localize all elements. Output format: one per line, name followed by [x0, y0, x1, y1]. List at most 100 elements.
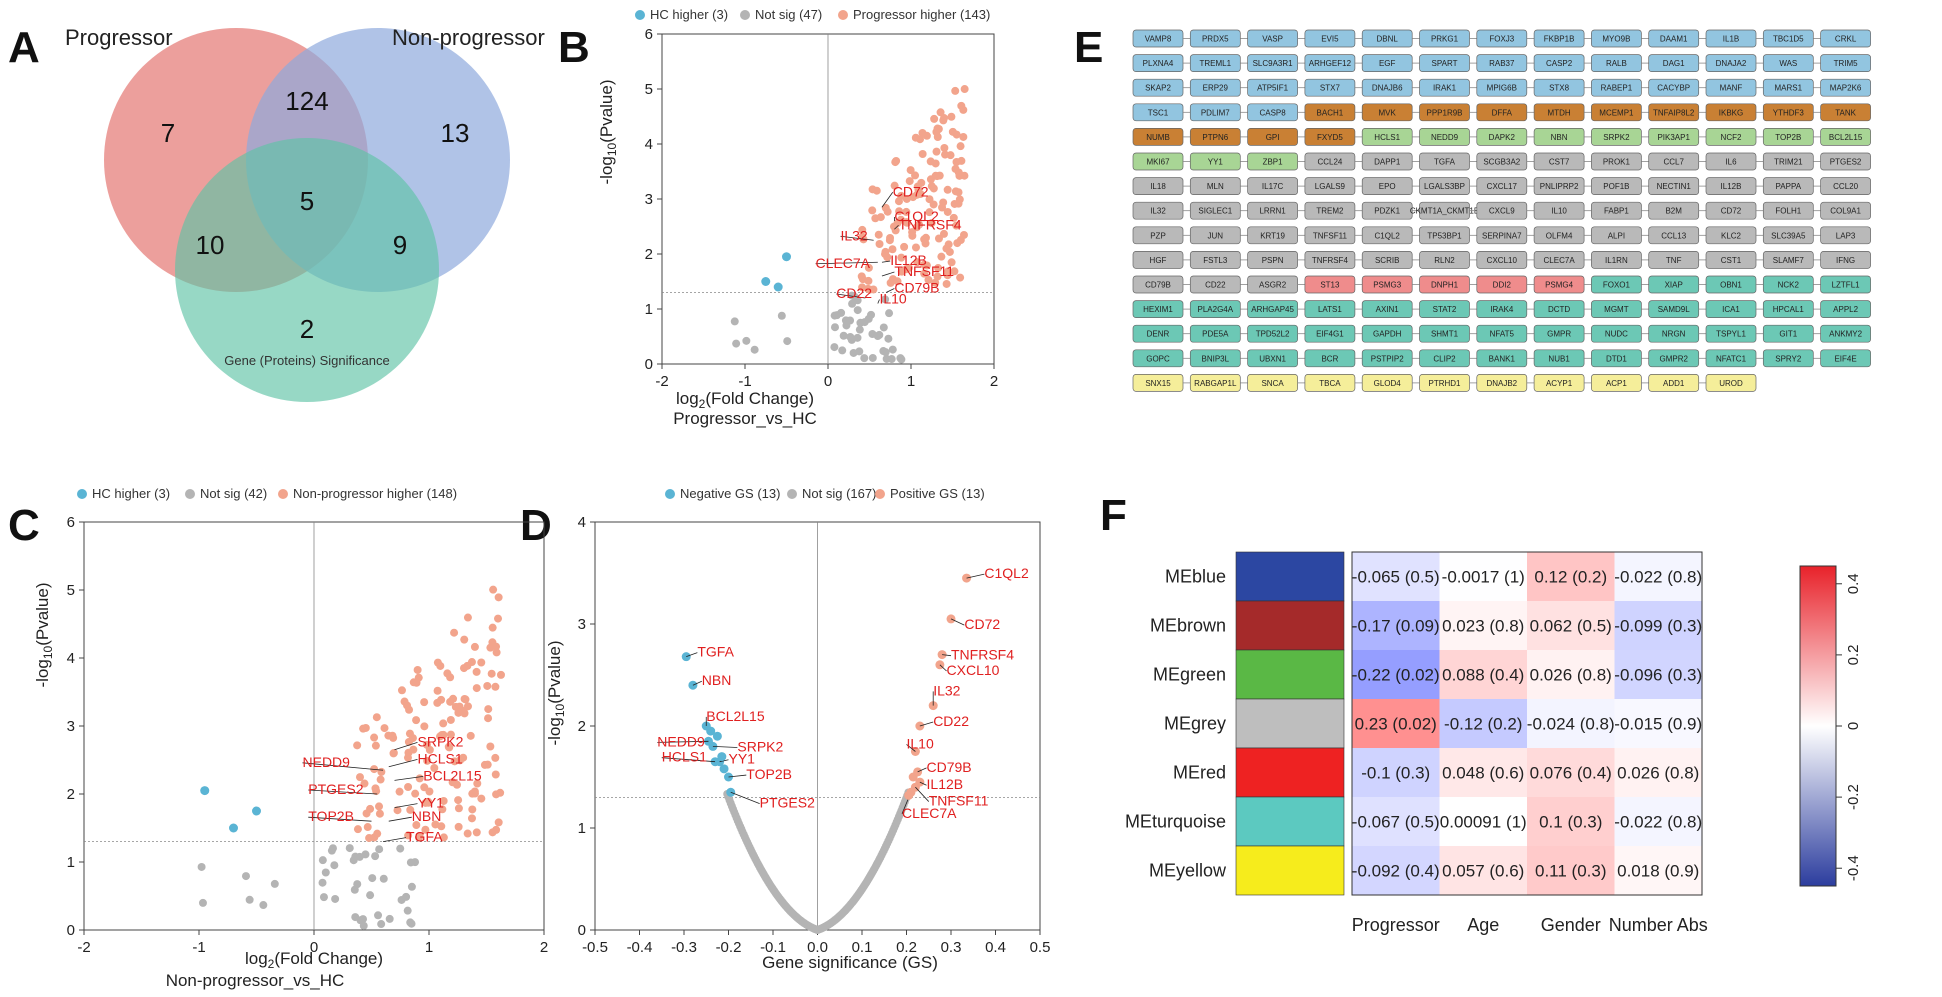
- gene-node-label: HCLS1: [1374, 133, 1400, 142]
- d-gene-label: SRPK2: [737, 739, 783, 755]
- c-point-up: [467, 814, 476, 823]
- gene-node-label: CRKL: [1835, 35, 1857, 44]
- legend-d-notsig-dot: [787, 489, 797, 499]
- c-gene-label: BCL2L15: [423, 767, 482, 783]
- heatmap-cell-label: 0.23 (0.02): [1355, 715, 1437, 734]
- gene-node-label: POF1B: [1603, 182, 1629, 191]
- b-point-up: [905, 177, 914, 186]
- legend-c-hc-dot: [77, 489, 87, 499]
- b-label-leader: [815, 261, 878, 265]
- c-ytick-label: 1: [67, 854, 75, 871]
- gene-node-label: ICA1: [1722, 305, 1740, 314]
- heatmap-row-label: MEyellow: [1149, 861, 1227, 881]
- heatmap-cell: [1439, 797, 1527, 846]
- legend-d-notsig: Not sig (167): [802, 486, 876, 501]
- gene-node-label: ALPI: [1608, 231, 1625, 240]
- gene-node: [1820, 349, 1871, 368]
- b-gene-label: TNFRSF4: [899, 216, 962, 232]
- b-label-leader: [881, 260, 891, 263]
- heatmap-cell-label: 0.00091 (1): [1440, 813, 1527, 832]
- c-point-up: [454, 796, 463, 805]
- heatmap-cell-label: 0.026 (0.8): [1617, 764, 1699, 783]
- c-point-hc: [252, 806, 261, 816]
- gene-node-label: DTD1: [1606, 354, 1627, 363]
- gene-node-label: STAT2: [1433, 305, 1457, 314]
- c-point-up: [488, 828, 497, 837]
- xlabel2-b: Progressor_vs_HC: [673, 409, 817, 428]
- gene-node-label: CKMT1A_CKMT1B: [1410, 207, 1479, 216]
- b-point-up: [960, 85, 969, 94]
- d-point-negative: [719, 764, 729, 774]
- d-xtick-label: 0.4: [985, 939, 1006, 956]
- ylabel-d: -log10(Pvalue): [545, 640, 567, 745]
- module-trait-heatmap: MEblue -0.065 (0.5) -0.0017 (1) 0.12 (0.2) -…: [1125, 551, 1862, 935]
- gene-node: [1820, 251, 1871, 269]
- heatmap-cell: [1527, 601, 1615, 650]
- b-label-leader: [885, 288, 895, 293]
- b-point-notsig: [783, 337, 792, 346]
- gene-node-label: CCL20: [1833, 182, 1858, 191]
- b-ytick-label: 5: [645, 81, 653, 98]
- heatmap-cell: [1527, 552, 1615, 601]
- d-gene-label: C1QL2: [984, 565, 1029, 581]
- b-label-leader: [881, 192, 894, 208]
- gene-node-label: CXCL10: [1487, 256, 1518, 265]
- c-point-up: [460, 635, 469, 644]
- gene-node: [1820, 177, 1871, 195]
- b-point-notsig: [881, 348, 890, 357]
- b-point-up: [902, 218, 911, 227]
- d-ytick-label: 3: [578, 616, 586, 633]
- b-point-up: [902, 194, 911, 203]
- b-point-up: [911, 133, 920, 142]
- b-point-up: [911, 243, 920, 252]
- gene-node-label: MARS1: [1775, 84, 1803, 93]
- b-point-up: [921, 233, 930, 242]
- c-label-leader: [302, 762, 384, 771]
- gene-node-label: CLIP2: [1433, 354, 1456, 363]
- gene-node-label: EPO: [1379, 182, 1396, 191]
- legend-d-pos: Positive GS (13): [890, 486, 985, 501]
- gene-node-label: DDI2: [1493, 281, 1512, 290]
- c-point-up: [408, 734, 417, 743]
- b-point-up: [891, 226, 900, 235]
- c-point-up: [488, 623, 497, 632]
- c-point-up: [446, 730, 455, 739]
- heatmap-cell: [1439, 846, 1527, 895]
- b-point-up: [895, 207, 904, 216]
- gene-node-label: PSMG3: [1373, 281, 1402, 290]
- gene-node-label: STX7: [1320, 84, 1341, 93]
- gene-node-label: TNFAIP8L2: [1653, 108, 1695, 117]
- gene-node-label: NUDC: [1605, 330, 1628, 339]
- ylabel-b: -log10(Pvalue): [597, 79, 619, 184]
- c-point-notsig: [318, 856, 327, 865]
- d-point-positive: [904, 790, 914, 800]
- c-ytick-label: 0: [67, 922, 75, 939]
- d-label-leader: [692, 680, 702, 686]
- gene-node-label: DAPK2: [1489, 133, 1516, 142]
- c-point-up: [360, 779, 369, 788]
- gene-node-label: SPART: [1432, 59, 1458, 68]
- gene-node-label: SKAP2: [1145, 84, 1171, 93]
- gene-node-label: ACP1: [1606, 379, 1627, 388]
- gene-node-label: MGMT: [1604, 305, 1629, 314]
- d-xtick-label: 0.1: [852, 939, 873, 956]
- gene-node-label: PNLIPRP2: [1540, 182, 1579, 191]
- d-ytick-label: 2: [578, 718, 586, 735]
- heatmap-cell: [1439, 650, 1527, 699]
- b-point-up: [886, 233, 895, 242]
- c-point-up: [494, 818, 503, 827]
- gene-node-label: PRDX5: [1202, 35, 1229, 44]
- b-point-up: [957, 101, 966, 110]
- b-point-up: [951, 86, 960, 95]
- b-point-up: [881, 250, 890, 259]
- c-point-up: [484, 705, 493, 714]
- module-color-swatch: [1235, 796, 1345, 847]
- b-point-notsig: [867, 310, 876, 319]
- c-point-up: [412, 716, 421, 725]
- b-point-up: [947, 258, 956, 267]
- b-xtick-label: 2: [990, 373, 998, 390]
- b-point-up: [956, 142, 965, 151]
- c-ytick-label: 5: [67, 582, 75, 599]
- b-point-up: [932, 128, 941, 137]
- c-point-notsig: [366, 891, 375, 900]
